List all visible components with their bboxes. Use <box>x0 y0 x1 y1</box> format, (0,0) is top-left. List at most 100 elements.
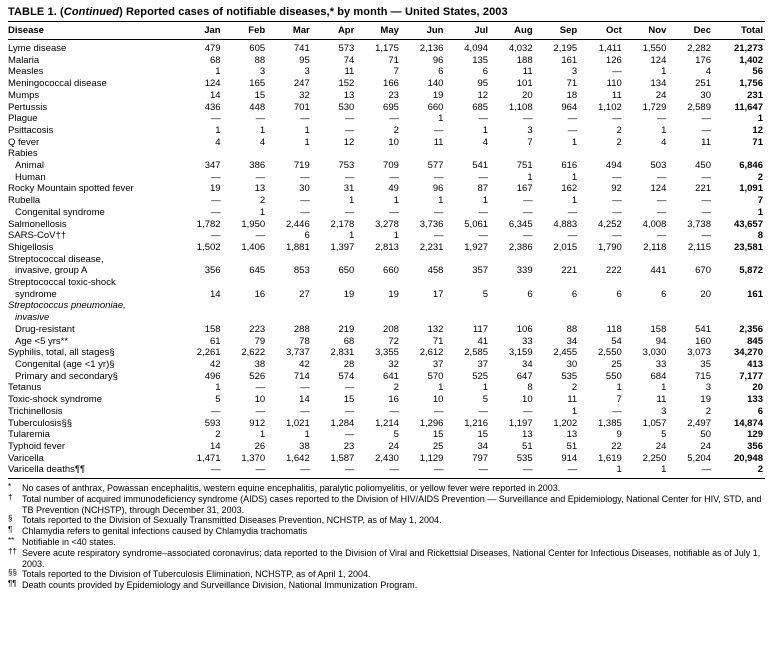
value-cell: 3,737 <box>285 347 310 359</box>
value-cell: 38 <box>299 440 310 452</box>
value-cell: 912 <box>249 417 266 429</box>
value-cell: 1 <box>661 124 667 136</box>
value-cell: — <box>567 464 578 476</box>
value-cell: — <box>656 171 667 183</box>
value-cell: 2,430 <box>375 452 399 464</box>
disease-label: Human <box>15 171 46 183</box>
column-header-mar: Mar <box>267 22 312 40</box>
value-cell: 11 <box>701 136 711 148</box>
value-cell: — <box>255 464 266 476</box>
value-cell: 1,284 <box>330 417 355 429</box>
value-cell: 450 <box>695 160 711 172</box>
value-cell: 135 <box>472 54 489 66</box>
value-cell: 535 <box>516 452 533 464</box>
column-header-apr: Apr <box>311 22 357 40</box>
column-header-aug: Aug <box>490 22 535 40</box>
value-cell: 96 <box>432 183 444 195</box>
value-cell: 32 <box>388 358 399 370</box>
total-cell: 7,177 <box>739 370 763 382</box>
table-title-rest: ) Reported cases of notifiable diseases,… <box>119 6 508 18</box>
value-cell: — <box>344 429 355 441</box>
value-cell: 2,813 <box>375 241 399 253</box>
value-cell: — <box>389 464 399 476</box>
value-cell: 1,216 <box>464 417 489 429</box>
value-cell: 124 <box>204 78 221 90</box>
footnote: ¶ Chlamydia refers to genital infections … <box>8 525 765 537</box>
table-row: Rabies <box>8 148 765 160</box>
value-cell: 2,115 <box>687 241 711 253</box>
value-cell: 1 <box>349 230 355 242</box>
value-cell: 541 <box>695 323 711 335</box>
value-cell: 1 <box>616 382 622 394</box>
value-cell: — <box>701 124 712 136</box>
value-cell: 6 <box>304 230 310 242</box>
footnote-marker: * <box>8 482 12 492</box>
value-cell: 1 <box>349 195 355 207</box>
value-cell: 11 <box>656 394 667 406</box>
footnote-text: Notifiable in <40 states. <box>22 537 116 547</box>
value-cell: 1 <box>438 382 444 394</box>
disease-label: Lyme disease <box>8 43 67 54</box>
table-body: Lyme disease 479 605 741 573 1,175 2,136 4,094 4… <box>8 40 765 479</box>
total-cell: 11,647 <box>734 101 763 113</box>
value-cell: 1 <box>259 124 266 136</box>
footnote: § Totals reported to the Division of Sexu… <box>8 514 765 526</box>
value-cell: — <box>478 113 489 125</box>
value-cell: 4 <box>705 66 711 78</box>
value-cell: 13 <box>254 183 266 195</box>
value-cell: 1,881 <box>285 241 310 253</box>
value-cell: 1 <box>259 429 266 441</box>
value-cell: 15 <box>254 89 266 101</box>
value-cell: 126 <box>605 54 622 66</box>
value-cell: 701 <box>293 101 310 113</box>
total-cell: 2,356 <box>739 323 763 335</box>
value-cell: 526 <box>249 370 266 382</box>
value-cell: 650 <box>338 265 355 277</box>
value-cell: — <box>523 464 533 476</box>
total-cell: 1 <box>757 206 763 218</box>
value-cell: 13 <box>522 429 533 441</box>
value-cell: — <box>478 171 489 183</box>
value-cell: 72 <box>388 335 399 347</box>
value-cell: 4 <box>215 136 221 148</box>
value-cell: 1,370 <box>241 452 266 464</box>
value-cell: — <box>389 113 399 125</box>
value-cell: 751 <box>516 160 533 172</box>
value-cell: 684 <box>650 370 667 382</box>
value-cell: 1,021 <box>285 417 310 429</box>
disease-label: Typhoid fever <box>8 440 66 452</box>
footnote-marker: †† <box>8 546 17 556</box>
value-cell: — <box>255 230 266 242</box>
value-cell: 106 <box>516 323 533 335</box>
value-cell: 6 <box>661 288 667 300</box>
table-row: Rubella — 2 — 1 1 1 1 — 1 — — — 7 <box>8 195 765 207</box>
total-cell: 133 <box>747 394 763 406</box>
value-cell: — <box>567 113 578 125</box>
column-header-jul: Jul <box>445 22 491 40</box>
value-cell: 2,622 <box>241 347 266 359</box>
value-cell: — <box>433 464 444 476</box>
total-cell: 7 <box>757 195 763 207</box>
value-cell: 479 <box>204 43 221 54</box>
value-cell: 188 <box>516 54 533 66</box>
value-cell: 2,015 <box>553 241 578 253</box>
table-title-continued: Continued <box>63 6 120 18</box>
footnote-text: Chlamydia refers to genital infections c… <box>22 526 308 537</box>
table-row: Congenital syndrome — 1 — — — — — — — — — — 1 <box>8 207 765 219</box>
value-cell: 525 <box>472 370 489 382</box>
disease-label: Rocky Mountain spotted fever <box>8 183 134 195</box>
value-cell: 1 <box>616 464 622 476</box>
value-cell: 1,550 <box>642 43 667 54</box>
table-row: Measles 1 3 3 11 7 6 6 11 3 — 1 4 56 <box>8 66 765 78</box>
value-cell: 660 <box>427 101 444 113</box>
footnote: †† Severe acute respiratory syndrome–asso… <box>8 546 765 570</box>
value-cell: 20 <box>700 288 711 300</box>
value-cell: 13 <box>566 429 578 441</box>
value-cell: 964 <box>561 101 578 113</box>
value-cell: 1,397 <box>330 241 355 253</box>
table-row: Typhoid fever 14 26 38 23 24 25 34 51 51 22 24 24 356 <box>8 441 765 453</box>
value-cell: 161 <box>561 54 578 66</box>
footnotes: * No cases of anthrax, Powassan encephali… <box>8 482 765 591</box>
value-cell: 496 <box>204 370 221 382</box>
value-cell: 22 <box>611 440 622 452</box>
